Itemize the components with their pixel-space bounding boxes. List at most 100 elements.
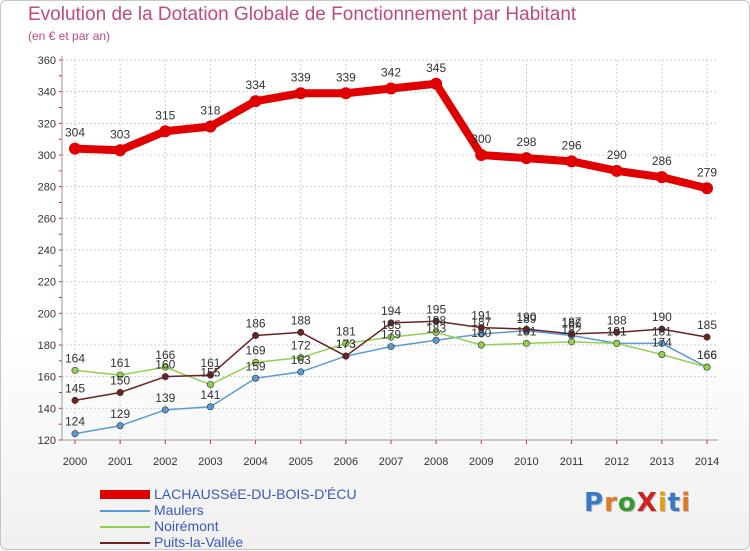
x-tick-label: 2014 (695, 456, 719, 468)
data-label: 179 (381, 328, 401, 342)
axes: 120 140 160 180 200 220 240 260 280 300 320 340 360 2… (38, 55, 720, 468)
data-point (339, 87, 352, 100)
data-point (432, 317, 440, 325)
y-tick-label: 220 (38, 277, 56, 289)
data-label: 166 (155, 348, 175, 362)
data-point (655, 171, 668, 184)
data-point (342, 339, 350, 347)
data-point (522, 325, 530, 333)
logo-letter: X (636, 488, 658, 518)
series (69, 77, 713, 438)
data-label: 141 (200, 388, 220, 402)
data-label: 186 (246, 317, 266, 331)
data-label: 124 (65, 415, 85, 429)
y-tick-label: 320 (38, 118, 56, 130)
data-label: 185 (381, 318, 401, 332)
legend-swatch (100, 510, 150, 512)
data-point (206, 403, 214, 411)
data-label: 163 (291, 353, 311, 367)
x-tick-label: 2008 (424, 456, 448, 468)
data-label: 181 (607, 324, 627, 338)
x-tick-label: 2003 (198, 456, 222, 468)
data-point (161, 363, 169, 371)
x-tick-label: 2004 (243, 456, 267, 468)
data-point (701, 182, 713, 195)
data-point (71, 396, 79, 404)
data-label: 166 (697, 348, 717, 362)
data-label: 190 (516, 310, 536, 324)
data-label: 300 (471, 132, 491, 146)
x-tick-label: 2011 (560, 456, 584, 468)
y-tick-label: 280 (38, 182, 56, 194)
data-label: 183 (426, 321, 446, 335)
data-point (114, 144, 127, 157)
y-tick-label: 240 (38, 245, 56, 257)
data-point (116, 422, 124, 430)
data-label: 189 (516, 312, 536, 326)
x-tick-label: 2010 (514, 456, 538, 468)
data-label: 161 (110, 356, 130, 370)
line-chart: 120 140 160 180 200 220 240 260 280 300 320 340 360 2… (38, 55, 720, 468)
x-tick-label: 2000 (63, 456, 87, 468)
data-label: 318 (200, 104, 220, 118)
data-label: 304 (65, 126, 85, 140)
data-label: 315 (155, 108, 175, 122)
data-label: 279 (697, 165, 717, 179)
data-point (430, 77, 443, 90)
data-point (342, 352, 350, 360)
data-point (475, 149, 488, 161)
data-point (387, 333, 395, 341)
x-tick-label: 2001 (108, 456, 132, 468)
data-point (613, 339, 621, 347)
data-label: 191 (471, 309, 491, 323)
y-tick-label: 260 (38, 213, 56, 225)
x-tick-label: 2012 (604, 456, 628, 468)
data-label: 290 (607, 148, 627, 162)
data-label: 173 (336, 337, 356, 351)
data-label: 188 (291, 313, 311, 327)
data-point (568, 330, 576, 338)
data-point (385, 82, 397, 95)
legend-label: Noirémont (154, 518, 219, 534)
data-point (116, 371, 124, 379)
data-label: 166 (697, 348, 717, 362)
legend-swatch (100, 490, 150, 499)
x-tick-label: 2006 (334, 456, 358, 468)
x-tick-label: 2007 (379, 456, 403, 468)
data-point (297, 368, 305, 376)
data-label: 164 (65, 351, 85, 365)
data-label: 186 (562, 317, 582, 331)
data-label: 334 (246, 78, 266, 92)
data-label: 188 (607, 313, 627, 327)
data-point (252, 374, 260, 382)
data-label: 342 (381, 66, 401, 80)
y-tick-label: 160 (38, 372, 56, 384)
data-label: 139 (155, 391, 175, 405)
data-point (703, 333, 711, 341)
x-tick-label: 2002 (153, 456, 177, 468)
data-point (658, 339, 666, 347)
y-tick-label: 200 (38, 308, 56, 320)
data-point (69, 142, 81, 155)
logo-letter: r (604, 488, 618, 518)
data-label: 155 (200, 366, 220, 380)
data-label: 181 (607, 324, 627, 338)
data-point (252, 331, 260, 339)
data-label: 188 (426, 313, 446, 327)
legend-swatch (100, 526, 150, 528)
data-label: 187 (562, 315, 582, 329)
data-label: 195 (426, 302, 446, 316)
chart-title: Evolution de la Dotation Globale de Fonc… (28, 4, 577, 25)
data-point (658, 350, 666, 358)
data-label: 339 (336, 70, 356, 84)
data-label: 190 (652, 310, 672, 324)
data-point (294, 87, 307, 100)
data-label: 181 (516, 324, 536, 338)
data-point (71, 430, 79, 438)
data-point (387, 343, 395, 351)
data-point (249, 95, 262, 108)
data-label: 182 (562, 323, 582, 337)
data-point (206, 381, 214, 389)
data-point (432, 336, 440, 344)
chart-subtitle: (en € et par an) (28, 29, 111, 43)
